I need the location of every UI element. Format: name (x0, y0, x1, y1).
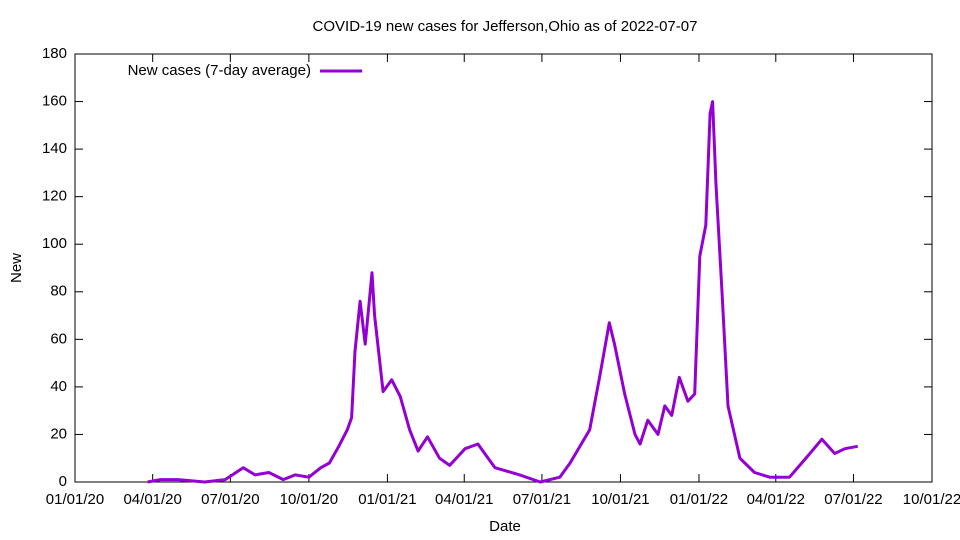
x-tick-label: 07/01/20 (201, 491, 259, 508)
chart-title: COVID-19 new cases for Jefferson,Ohio as… (313, 18, 698, 35)
plot-frame (74, 53, 933, 483)
y-tick-label: 0 (59, 473, 67, 490)
data-line (147, 100, 858, 484)
x-tick-label: 04/01/20 (123, 491, 181, 508)
y-tick-label: 160 (42, 93, 67, 110)
y-axis-label: New (8, 253, 25, 283)
x-tick-label: 04/01/21 (435, 491, 493, 508)
y-tick-label: 100 (42, 235, 67, 252)
x-tick-label: 01/01/22 (670, 491, 728, 508)
y-tick-label: 20 (50, 425, 67, 442)
y-tick-label: 60 (50, 330, 67, 347)
x-tick-label: 10/01/22 (903, 491, 960, 508)
x-tick-label: 01/01/20 (46, 491, 104, 508)
x-tick-label: 10/01/20 (280, 491, 338, 508)
x-tick-label: 07/01/22 (824, 491, 882, 508)
x-tick-label: 01/01/21 (358, 491, 416, 508)
y-tick-label: 140 (42, 140, 67, 157)
y-tick-label: 120 (42, 188, 67, 205)
y-tick-label: 80 (50, 283, 67, 300)
x-tick-label: 07/01/21 (513, 491, 571, 508)
x-tick-label: 10/01/21 (591, 491, 649, 508)
y-tick-label: 180 (42, 45, 67, 62)
legend-label: New cases (7-day average) (128, 62, 311, 79)
y-tick-label: 40 (50, 378, 67, 395)
x-axis-label: Date (489, 518, 521, 535)
x-tick-label: 04/01/22 (747, 491, 805, 508)
